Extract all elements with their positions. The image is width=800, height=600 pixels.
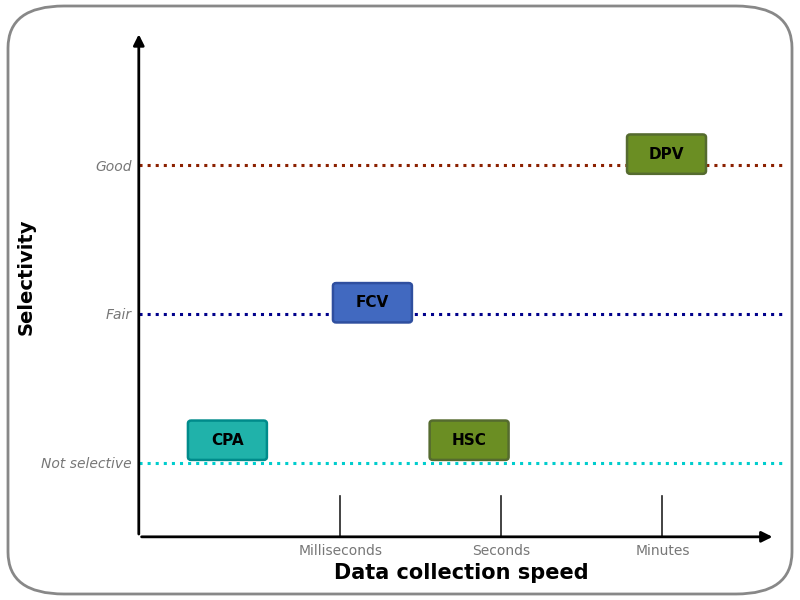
X-axis label: Data collection speed: Data collection speed xyxy=(334,563,588,583)
FancyBboxPatch shape xyxy=(430,421,509,460)
Y-axis label: Selectivity: Selectivity xyxy=(17,218,36,335)
Text: FCV: FCV xyxy=(356,295,389,310)
Text: HSC: HSC xyxy=(452,433,486,448)
FancyBboxPatch shape xyxy=(333,283,412,322)
FancyBboxPatch shape xyxy=(627,134,706,174)
Text: CPA: CPA xyxy=(211,433,244,448)
FancyBboxPatch shape xyxy=(188,421,267,460)
Text: DPV: DPV xyxy=(649,146,684,161)
